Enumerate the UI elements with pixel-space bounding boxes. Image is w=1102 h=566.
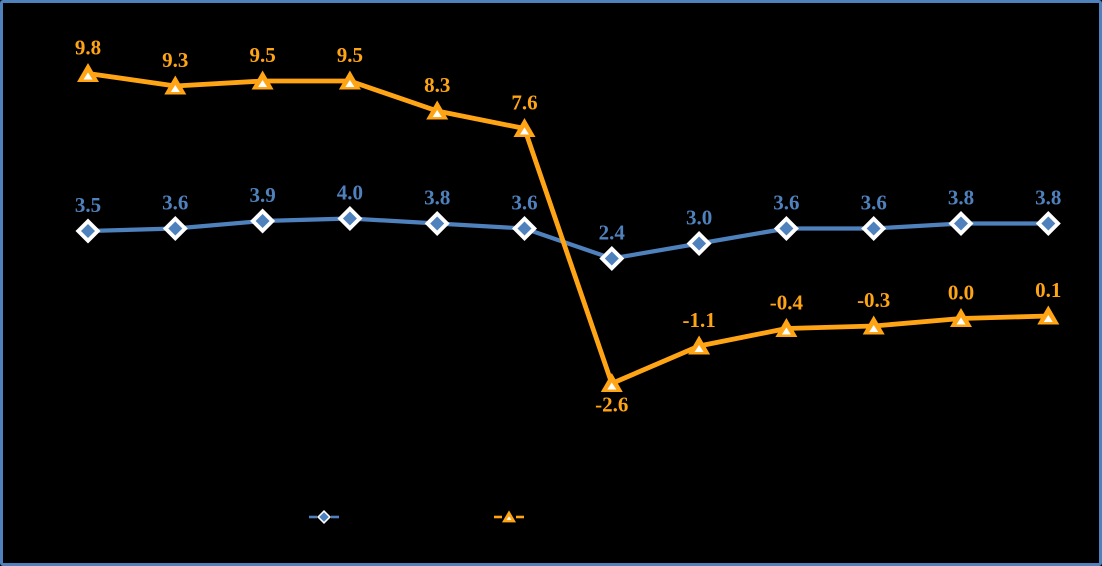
data-label: 4.0: [337, 181, 363, 205]
triangle-marker-core: [956, 317, 966, 325]
data-label: 9.8: [75, 36, 101, 60]
diamond-marker-core: [517, 221, 532, 236]
triangle-marker-core: [607, 382, 617, 390]
data-label: 3.6: [861, 191, 887, 215]
data-label: 3.0: [686, 206, 712, 230]
triangle-marker-core: [1043, 315, 1053, 323]
data-label: 0.1: [1035, 278, 1061, 302]
series-layer: 3.5 3.6 3.9 4.0 3.8 3.62.43.03.6 3.6 3.8 3.89.89…: [75, 36, 1062, 417]
data-label: 7.6: [511, 91, 537, 115]
triangle-marker-core: [258, 80, 268, 88]
diamond-marker-core: [692, 236, 707, 251]
data-label: -0.3: [857, 288, 890, 312]
diamond-marker-core: [604, 251, 619, 266]
diamond-marker-core: [430, 216, 445, 231]
triangle-marker-core: [83, 72, 93, 80]
triangle-marker-core: [506, 516, 512, 520]
diamond-marker-core: [866, 221, 881, 236]
legend: [309, 510, 524, 524]
data-label: -0.4: [770, 291, 804, 315]
diamond-marker-core: [954, 216, 968, 231]
triangle-marker-core: [694, 345, 704, 353]
diamond-marker-core: [779, 221, 794, 236]
triangle-marker-core: [869, 325, 879, 333]
triangle-marker-core: [432, 110, 442, 118]
data-label: 9.5: [337, 43, 363, 67]
series-diamond: 3.5 3.6 3.9 4.0 3.8 3.6 2.4 3.0 3.6 3.6 3.8 3.8: [75, 181, 1061, 271]
data-label: 3.6: [773, 191, 799, 215]
diamond-series-line: [85, 216, 1051, 261]
triangle-marker-core: [520, 127, 529, 135]
triangle-marker-core: [170, 85, 180, 93]
series-triangle: 9.8 9.3 9.5 9.5 8.3 7.6 -2.6 -1.1 -0.4 -0.3 0.0 0.1: [75, 36, 1062, 417]
data-label: 9.3: [162, 48, 188, 72]
data-label: 3.6: [162, 191, 188, 215]
data-label: 3.6: [511, 191, 537, 215]
data-label: 0.0: [948, 281, 974, 305]
triangle-series-line: [85, 71, 1051, 386]
data-label: 2.4: [599, 221, 626, 245]
line-chart: 3.5 3.6 3.9 4.0 3.8 3.62.43.03.6 3.6 3.8 3.89.89…: [75, 36, 1062, 524]
diamond-marker-core: [1041, 216, 1056, 231]
data-label: 9.5: [249, 43, 275, 67]
legend-item-diamond-series: [309, 510, 339, 524]
data-label: 3.5: [75, 193, 101, 217]
diamond-marker-core: [81, 224, 95, 238]
data-label: 3.8: [424, 186, 450, 210]
data-label: 3.8: [948, 186, 974, 210]
diamond-marker-core: [168, 221, 183, 236]
diamond-marker-core: [342, 211, 357, 226]
legend-item-triangle-series: [494, 510, 524, 523]
data-label: -2.6: [595, 393, 628, 417]
diamond-marker-core: [255, 214, 270, 228]
data-label: 8.3: [424, 73, 450, 97]
triangle-marker-core: [781, 327, 791, 335]
data-label: -1.1: [682, 308, 715, 332]
data-label: 3.9: [249, 183, 275, 207]
data-label: 3.8: [1035, 186, 1061, 210]
triangle-marker-core: [345, 80, 355, 88]
